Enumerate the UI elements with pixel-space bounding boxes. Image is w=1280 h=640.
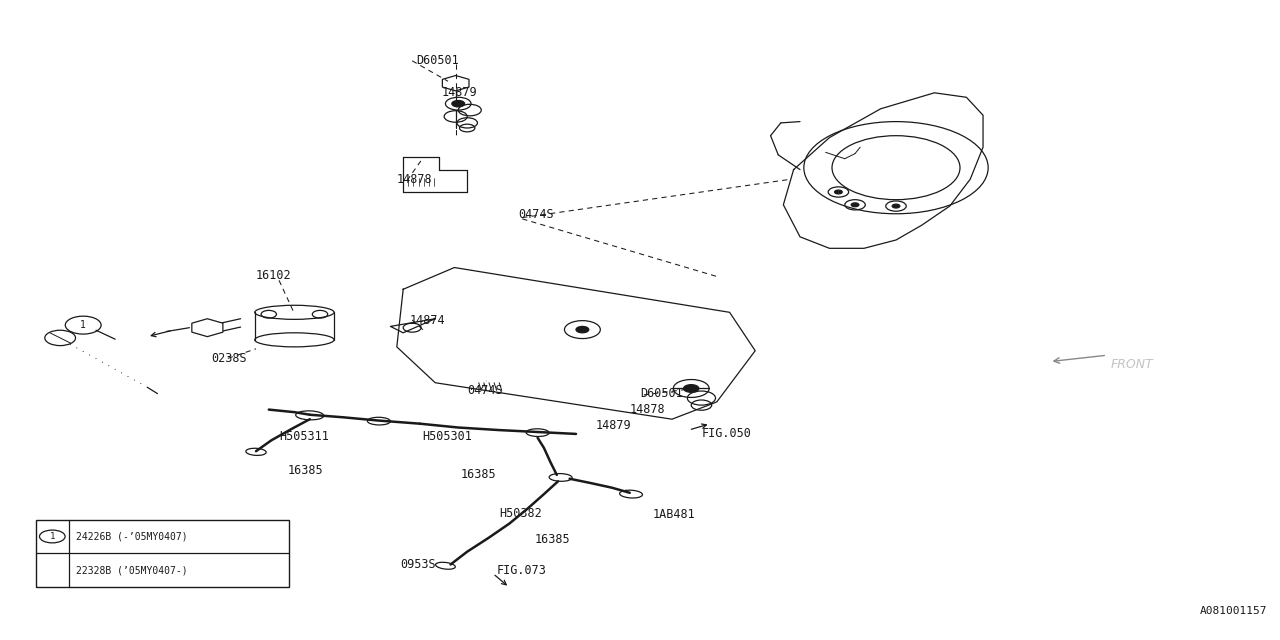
Text: A081001157: A081001157: [1199, 606, 1267, 616]
Text: 1AB481: 1AB481: [653, 508, 695, 521]
Text: 22328B (’05MY0407-): 22328B (’05MY0407-): [77, 565, 188, 575]
Circle shape: [851, 203, 859, 207]
Text: 16385: 16385: [535, 533, 571, 546]
Text: 1: 1: [50, 532, 55, 541]
Circle shape: [684, 385, 699, 392]
Text: D60501: D60501: [416, 54, 458, 67]
Circle shape: [576, 326, 589, 333]
Text: 14874: 14874: [410, 314, 445, 326]
Text: 1: 1: [81, 320, 86, 330]
Text: FRONT: FRONT: [1111, 358, 1153, 371]
Circle shape: [835, 190, 842, 194]
Text: 14879: 14879: [595, 419, 631, 432]
Text: H50382: H50382: [499, 507, 541, 520]
Text: FIG.073: FIG.073: [497, 564, 547, 577]
Text: 16385: 16385: [461, 468, 497, 481]
Text: D60501: D60501: [640, 387, 682, 400]
Text: 0953S: 0953S: [401, 558, 436, 571]
Text: 16102: 16102: [256, 269, 292, 282]
Circle shape: [452, 100, 465, 107]
Text: 0474S: 0474S: [518, 208, 554, 221]
Text: 14878: 14878: [630, 403, 666, 416]
Text: H505311: H505311: [279, 430, 329, 443]
Text: 14878: 14878: [397, 173, 433, 186]
Text: 24226B (-’05MY0407): 24226B (-’05MY0407): [77, 531, 188, 541]
Text: 0238S: 0238S: [211, 352, 247, 365]
Text: 16385: 16385: [288, 464, 324, 477]
Text: H505301: H505301: [422, 430, 472, 443]
Circle shape: [892, 204, 900, 208]
Text: 14879: 14879: [442, 86, 477, 99]
Text: FIG.050: FIG.050: [701, 427, 751, 440]
Text: 0474S: 0474S: [467, 384, 503, 397]
